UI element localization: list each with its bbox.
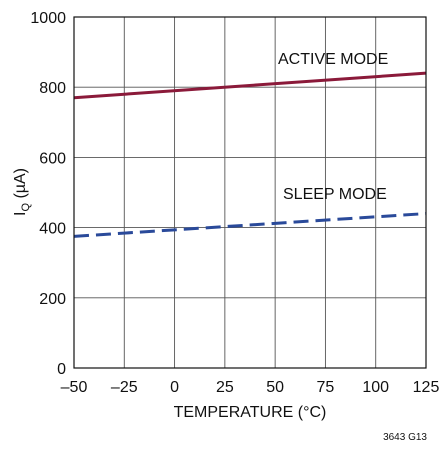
y-tick-label: 600: [39, 150, 66, 167]
plot-frame: [73, 16, 427, 369]
y-axis-label-main: I: [12, 212, 29, 216]
series-group: [73, 71, 427, 238]
x-tick-label: 75: [317, 379, 335, 396]
y-axis-label: IQ (µA): [12, 168, 32, 216]
x-tick-label: 25: [216, 379, 234, 396]
y-tick-label: 0: [57, 361, 66, 378]
annotation-active-mode: ACTIVE MODE: [278, 51, 388, 68]
x-tick-label: 50: [266, 379, 284, 396]
y-tick-label: 400: [39, 221, 66, 238]
x-tick-label: 0: [170, 379, 179, 396]
x-tick-label: 125: [413, 379, 440, 396]
x-tick-label: –50: [61, 379, 88, 396]
y-tick-label: 800: [39, 80, 66, 97]
figure-id: 3643 G13: [383, 432, 427, 443]
series-line-active-mode: [73, 71, 427, 100]
y-axis-label-subscript: Q: [20, 203, 32, 212]
y-tick-labels: 0 200 400 600 800 1000: [30, 10, 66, 378]
x-tick-label: –25: [111, 379, 138, 396]
annotation-sleep-mode: SLEEP MODE: [283, 186, 387, 203]
y-tick-label: 200: [39, 291, 66, 308]
y-tick-label: 1000: [30, 10, 66, 27]
x-tick-label: 100: [362, 379, 389, 396]
x-tick-labels: –50 –25 0 25 50 75 100 125: [61, 379, 440, 396]
series-line-sleep-mode: [73, 212, 427, 238]
y-axis-label-unit: (µA): [12, 168, 29, 203]
x-axis-label: TEMPERATURE (°C): [174, 404, 327, 421]
